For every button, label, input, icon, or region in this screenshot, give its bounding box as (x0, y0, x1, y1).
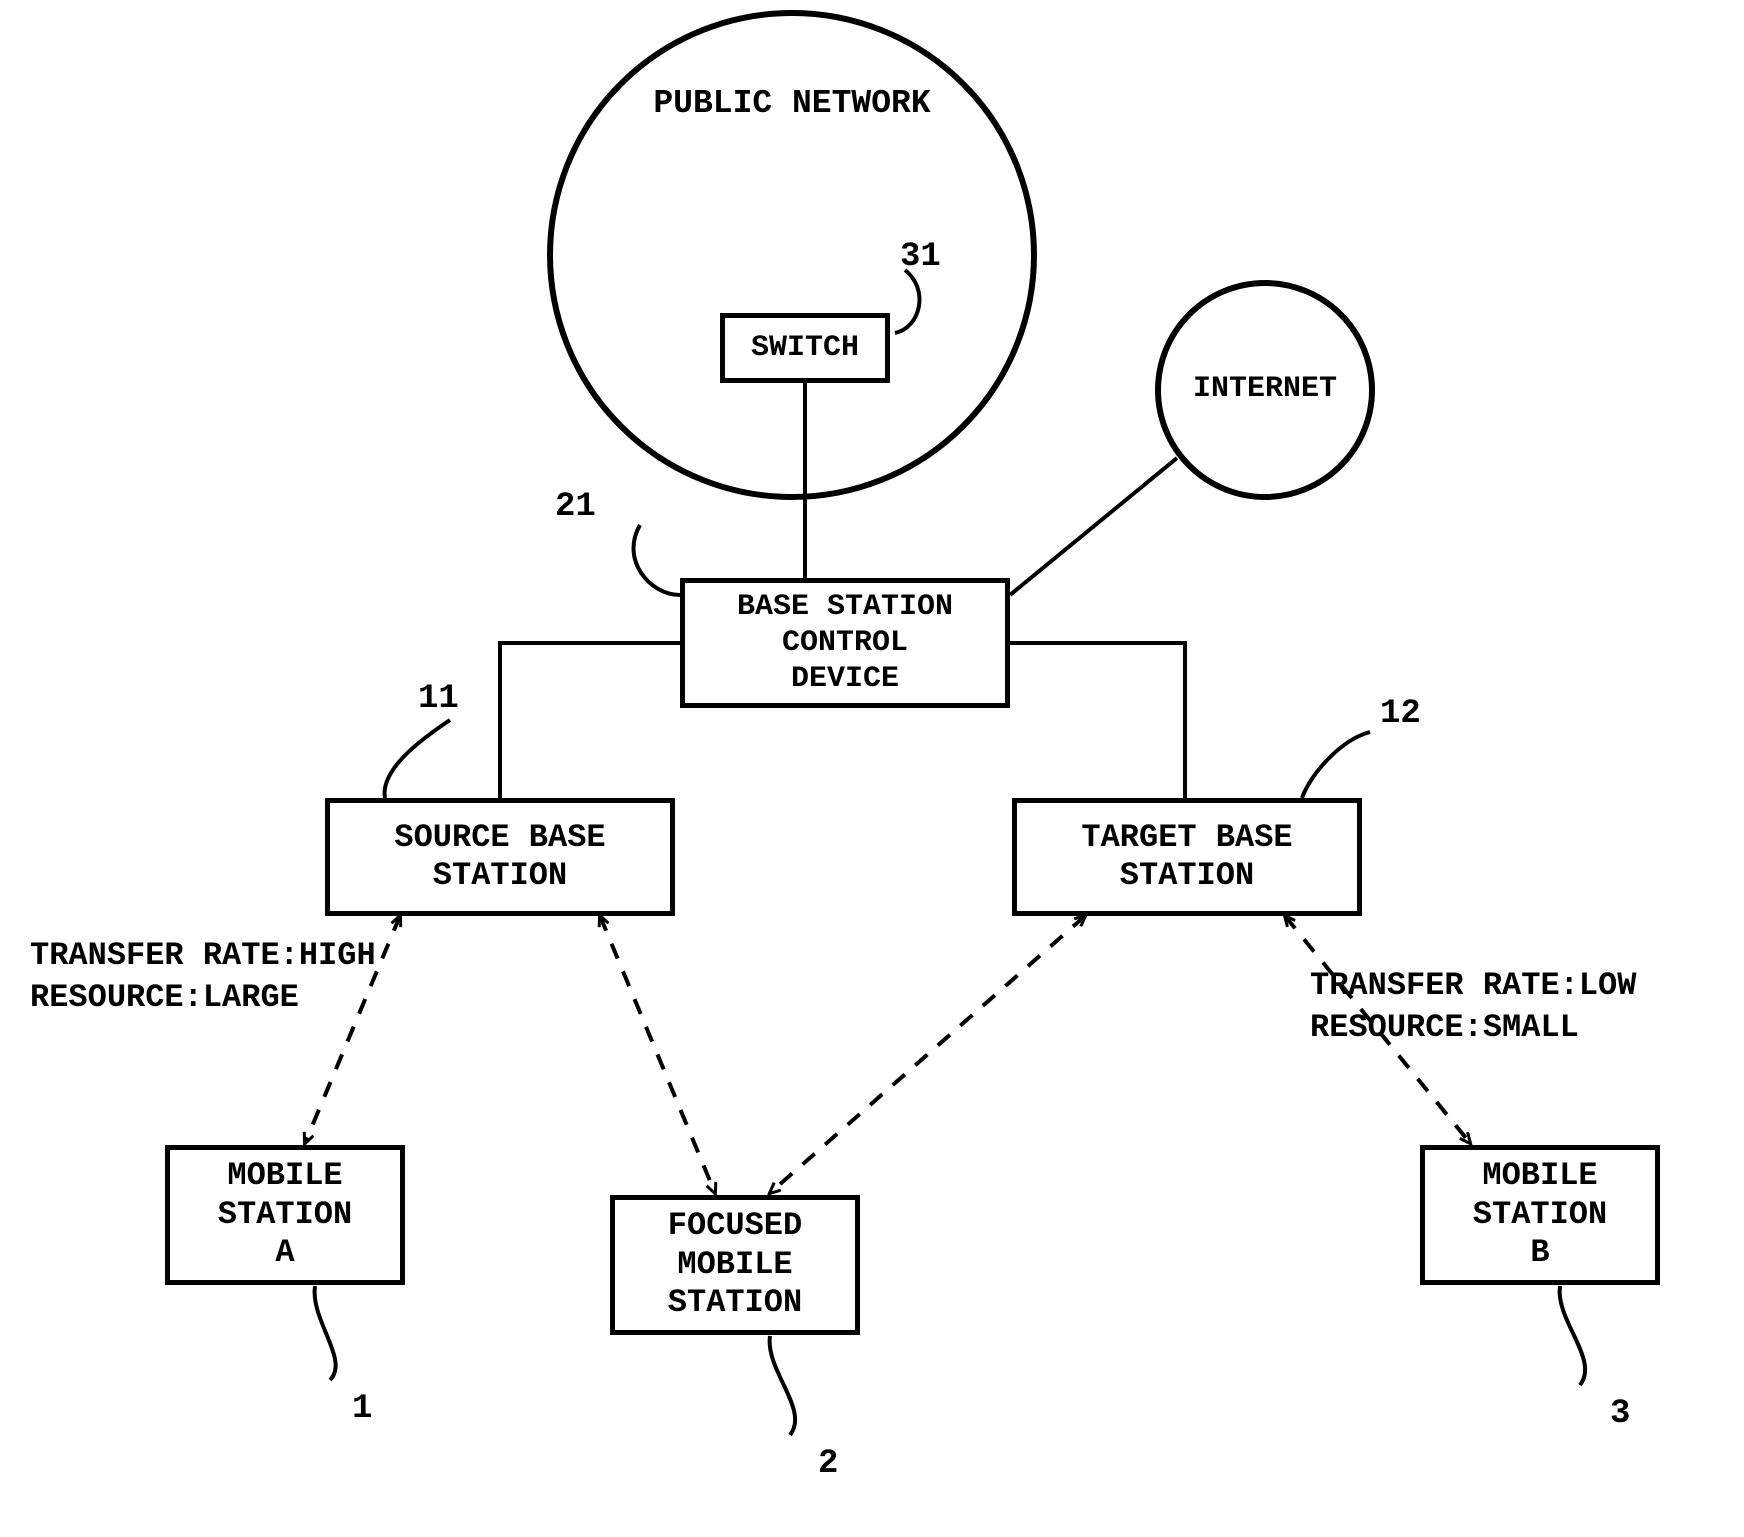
focused-ms-label-l2: MOBILE (677, 1246, 792, 1284)
source-bs-label-l2: STATION (433, 857, 567, 895)
lead-2 (770, 1336, 796, 1435)
focused-ms-label-l1: FOCUSED (668, 1207, 802, 1245)
ms-b-label-l1: MOBILE (1482, 1157, 1597, 1195)
ms-b-node: MOBILE STATION B (1420, 1145, 1660, 1285)
target-bs-node: TARGET BASE STATION (1012, 798, 1362, 916)
ref-3: 3 (1610, 1395, 1630, 1433)
focused-ms-label-l3: STATION (668, 1284, 802, 1322)
ref-11: 11 (418, 680, 459, 718)
ms-a-label-l3: A (275, 1234, 294, 1272)
bsc-label-l3: DEVICE (791, 661, 899, 697)
source-bs-node: SOURCE BASE STATION (325, 798, 675, 916)
switch-node: SWITCH (720, 313, 890, 383)
edge-bsc-target (1010, 643, 1185, 798)
lead-3 (1560, 1286, 1586, 1385)
lead-1 (315, 1286, 336, 1380)
ms-b-label-l2: STATION (1473, 1196, 1607, 1234)
ref-21: 21 (555, 488, 596, 526)
focused-ms-node: FOCUSED MOBILE STATION (610, 1195, 860, 1335)
ref-12: 12 (1380, 695, 1421, 733)
ms-a-label-l2: STATION (218, 1196, 352, 1234)
internet-label: INTERNET (1175, 372, 1355, 406)
lead-12 (1302, 732, 1370, 798)
public-network-node (547, 10, 1037, 500)
edge-bsc-source (500, 643, 680, 798)
lead-21 (634, 525, 680, 595)
ref-31: 31 (900, 238, 941, 276)
ref-2: 2 (818, 1445, 838, 1483)
target-bs-label-l2: STATION (1120, 857, 1254, 895)
target-bs-label-l1: TARGET BASE (1081, 819, 1292, 857)
right-annotation: TRANSFER RATE:LOW RESOURCE:SMALL (1310, 965, 1636, 1048)
left-annotation: TRANSFER RATE:HIGH RESOURCE:LARGE (30, 935, 376, 1018)
public-network-label: PUBLIC NETWORK (647, 85, 937, 122)
edge-internet-bsc (1010, 458, 1177, 595)
bsc-label-l2: CONTROL (782, 625, 908, 661)
ms-a-label-l1: MOBILE (227, 1157, 342, 1195)
bsc-node: BASE STATION CONTROL DEVICE (680, 578, 1010, 708)
ref-1: 1 (352, 1390, 372, 1428)
lead-11 (385, 720, 450, 798)
edge-target-focused (770, 916, 1085, 1193)
ms-a-node: MOBILE STATION A (165, 1145, 405, 1285)
switch-label: SWITCH (751, 330, 859, 366)
source-bs-label-l1: SOURCE BASE (394, 819, 605, 857)
edge-source-focused (600, 916, 715, 1193)
ms-b-label-l3: B (1530, 1234, 1549, 1272)
network-diagram: PUBLIC NETWORK INTERNET SWITCH BASE STAT… (0, 0, 1744, 1537)
bsc-label-l1: BASE STATION (737, 589, 953, 625)
